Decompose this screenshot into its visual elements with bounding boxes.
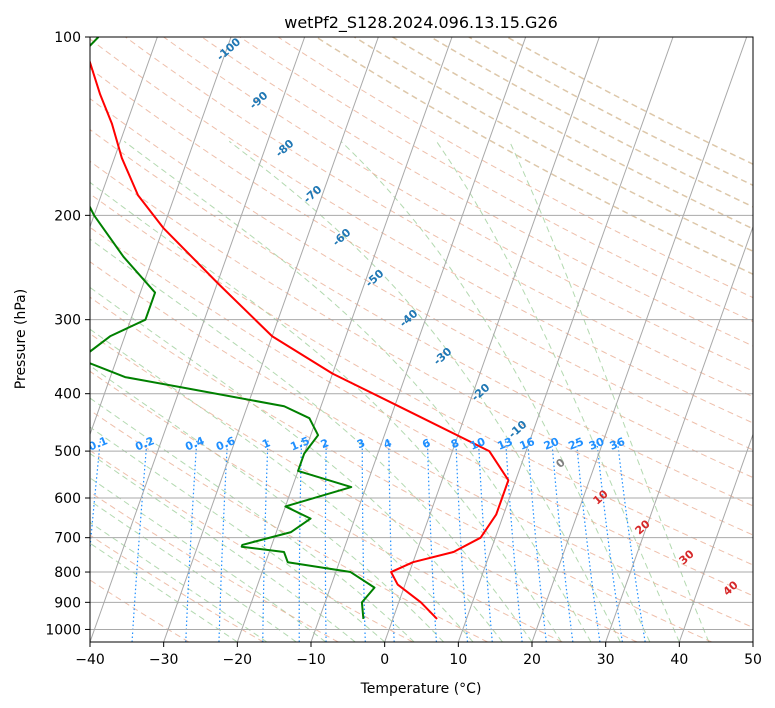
plot-area: 0.1 0.2 0.4 0.6 1 1.5 2 3 4 6 8 10 13 16 20 25 30 36-100-… bbox=[90, 37, 753, 642]
mixing-ratio-line bbox=[185, 440, 198, 642]
mixing-ratio-line bbox=[505, 440, 523, 642]
dry-adiabat-line bbox=[90, 128, 753, 507]
mixing-ratio-line bbox=[131, 440, 148, 642]
mixing-ratio-line bbox=[477, 440, 493, 642]
dry-adiabat-line bbox=[90, 261, 753, 629]
y-tick-label: 400 bbox=[54, 387, 81, 403]
x-tick-label: −40 bbox=[75, 652, 105, 668]
y-tick-label: 600 bbox=[54, 491, 81, 507]
mixing-ratio-label: 2 bbox=[319, 436, 331, 451]
y-tick-label: 700 bbox=[54, 531, 81, 547]
isotherm-gridline bbox=[678, 432, 753, 642]
dry-adiabat-line bbox=[90, 160, 753, 536]
dry-adiabat-line bbox=[90, 98, 753, 479]
sounding-series bbox=[90, 37, 510, 620]
dry-adiabat-line bbox=[90, 409, 488, 642]
mixing-ratio-label: 20 bbox=[542, 435, 561, 453]
isotherm-gridline bbox=[163, 37, 379, 642]
isotherm-gridline bbox=[384, 37, 600, 642]
dry-adiabat-line bbox=[90, 296, 712, 642]
dry-adiabats bbox=[90, 37, 753, 642]
mixing-ratio-label: 30 bbox=[587, 435, 606, 453]
dry-adiabat-line bbox=[90, 534, 264, 642]
x-tick-label: −20 bbox=[223, 652, 253, 668]
mixing-ratio-line bbox=[551, 440, 574, 642]
plot-frame bbox=[89, 36, 754, 643]
isotherm-gridline bbox=[90, 37, 158, 229]
mixing-ratio-line bbox=[298, 440, 303, 642]
mixing-ratio-label: 1 bbox=[260, 436, 272, 451]
mixing-ratio-label: 8 bbox=[449, 436, 461, 451]
y-tick-label: 500 bbox=[54, 444, 81, 460]
isotherm-gridline bbox=[457, 37, 674, 642]
y-axis-label: Pressure (hPa) bbox=[13, 289, 29, 389]
x-tick-label: −10 bbox=[296, 652, 326, 668]
mixing-ratio-line bbox=[575, 440, 601, 642]
x-tick-label: −30 bbox=[149, 652, 179, 668]
y-tick-label: 800 bbox=[54, 565, 81, 581]
x-tick-label: 0 bbox=[380, 652, 389, 668]
x-tick-label: 20 bbox=[523, 652, 541, 668]
mixing-ratio-line bbox=[596, 440, 623, 642]
x-axis-label: Temperature (°C) bbox=[360, 681, 482, 697]
mixing-ratio-line bbox=[262, 440, 269, 642]
isotherm-grid bbox=[90, 37, 753, 642]
isotherm-gridline bbox=[90, 37, 306, 642]
y-tick-label: 200 bbox=[54, 208, 81, 224]
dewpoint-profile-line bbox=[90, 37, 376, 620]
y-tick-label: 300 bbox=[54, 313, 81, 329]
isotherm-gridline bbox=[605, 225, 753, 642]
y-tick-label: 100 bbox=[54, 30, 81, 46]
y-axis-ticks: 100 200 300 400 500 600 700 800 900 1000 bbox=[45, 30, 90, 638]
mixing-ratio-line bbox=[616, 440, 646, 642]
mixing-ratio-line bbox=[361, 440, 366, 642]
dry-adiabat-line bbox=[163, 37, 753, 372]
mixing-ratio-label: 25 bbox=[567, 435, 586, 453]
mixing-ratio-label: 3 bbox=[355, 436, 367, 451]
mixing-ratio-line bbox=[218, 440, 229, 642]
dry-adiabat-line bbox=[90, 370, 563, 642]
x-tick-label: 10 bbox=[449, 652, 467, 668]
mixing-ratio-line bbox=[324, 440, 327, 642]
isotherm-gridline bbox=[531, 37, 748, 642]
chart-title: wetPf2_S128.2024.096.13.15.G26 bbox=[284, 13, 558, 33]
dry-adiabat-line bbox=[277, 37, 753, 299]
isotherm-gridline bbox=[90, 37, 232, 436]
x-tick-label: 40 bbox=[670, 652, 688, 668]
mixing-ratio-line bbox=[527, 440, 547, 642]
dry-adiabat-line bbox=[90, 491, 339, 642]
isotherm-gridline bbox=[236, 37, 453, 642]
mixing-ratio-label: 10 bbox=[468, 435, 487, 453]
mixing-ratio-label: 13 bbox=[495, 435, 514, 453]
mixing-ratio-label: 16 bbox=[518, 435, 537, 453]
y-tick-label: 1000 bbox=[45, 622, 81, 638]
x-axis-ticks: −40 −30 −20 −10 0 10 20 30 40 50 bbox=[75, 642, 762, 668]
temperature-profile-line bbox=[90, 59, 510, 620]
mixing-ratio-label: 36 bbox=[608, 435, 627, 453]
dry-adiabat-line bbox=[90, 67, 753, 451]
isotherm-gridline bbox=[310, 37, 527, 642]
mixing-ratio-line bbox=[455, 440, 469, 642]
y-tick-label: 900 bbox=[54, 595, 81, 611]
dry-adiabat-line bbox=[90, 333, 638, 642]
dry-adiabat-line bbox=[90, 226, 753, 597]
x-tick-label: 30 bbox=[597, 652, 615, 668]
dry-adiabat-line bbox=[201, 37, 753, 347]
x-tick-label: 50 bbox=[744, 652, 762, 668]
